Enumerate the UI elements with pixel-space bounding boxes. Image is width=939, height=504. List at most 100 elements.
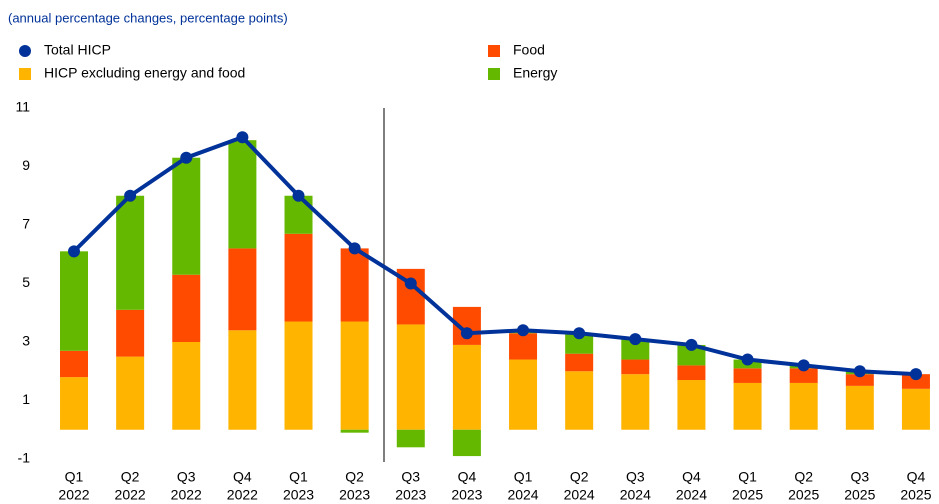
bar: [733, 368, 762, 383]
bar: [228, 140, 257, 249]
legend-swatch: [488, 45, 500, 57]
line-marker: [404, 277, 417, 290]
legend-label: Total HICP: [44, 42, 111, 58]
x-tick-label: Q2: [794, 469, 813, 485]
x-tick-label: Q1: [514, 469, 533, 485]
bar: [60, 251, 88, 351]
x-tick-label: 2023: [283, 487, 314, 503]
bar: [621, 359, 650, 375]
bar: [60, 377, 88, 430]
y-tick-label: 1: [22, 391, 30, 407]
bar: [621, 339, 650, 360]
bar: [845, 385, 874, 430]
bar: [172, 342, 201, 430]
x-tick-label: 2025: [844, 487, 875, 503]
x-tick-label: 2024: [507, 487, 538, 503]
bar: [340, 248, 369, 322]
bar: [60, 350, 88, 378]
bar: [172, 274, 201, 342]
bar: [284, 321, 313, 430]
x-tick-label: Q1: [65, 469, 84, 485]
line-marker: [180, 151, 193, 164]
x-tick-label: Q2: [570, 469, 589, 485]
bar: [733, 382, 762, 430]
legend-label: HICP excluding energy and food: [44, 65, 245, 81]
bar: [340, 429, 369, 433]
x-tick-label: 2022: [115, 487, 146, 503]
bar: [509, 359, 538, 430]
line-marker: [236, 131, 249, 144]
chart-subtitle: (annual percentage changes, percentage p…: [8, 10, 288, 25]
x-tick-label: Q3: [850, 469, 869, 485]
bar: [116, 195, 145, 310]
line-marker: [460, 327, 473, 340]
bar: [565, 353, 594, 372]
line-marker: [517, 324, 530, 337]
line-marker: [685, 338, 698, 351]
x-tick-label: Q3: [177, 469, 196, 485]
bar: [565, 371, 594, 430]
bar: [228, 330, 257, 430]
x-tick-label: Q4: [458, 469, 477, 485]
bar: [677, 344, 706, 366]
legend-swatch: [488, 68, 500, 80]
bar: [228, 248, 257, 331]
x-tick-label: Q4: [233, 469, 252, 485]
x-tick-label: 2023: [395, 487, 426, 503]
x-tick-label: 2025: [788, 487, 819, 503]
x-tick-label: Q4: [907, 469, 926, 485]
line-marker: [853, 365, 866, 378]
bar: [789, 368, 818, 383]
line: [72, 134, 917, 377]
y-tick-label: 9: [22, 157, 30, 173]
x-tick-label: Q2: [345, 469, 364, 485]
x-tick-label: 2025: [900, 487, 931, 503]
bar: [452, 429, 481, 457]
y-tick-label: 11: [15, 99, 30, 115]
line-marker: [909, 368, 922, 381]
x-tick-label: 2022: [171, 487, 202, 503]
x-tick-label: Q1: [738, 469, 757, 485]
x-tick-label: 2022: [58, 487, 89, 503]
bar: [396, 324, 425, 430]
x-tick-label: Q4: [682, 469, 701, 485]
bar: [116, 309, 145, 357]
x-tick-label: 2025: [732, 487, 763, 503]
x-tick-label: Q2: [121, 469, 140, 485]
bar: [340, 321, 369, 430]
bar: [901, 374, 930, 389]
line-marker: [68, 245, 80, 258]
x-tick-label: 2024: [676, 487, 707, 503]
bar: [677, 380, 706, 430]
line-marker: [629, 333, 642, 346]
x-tick-label: Q3: [401, 469, 420, 485]
bar: [452, 344, 481, 430]
bar: [116, 356, 145, 430]
x-tick-label: Q1: [289, 469, 308, 485]
line-marker: [741, 353, 754, 366]
y-tick-label: 5: [22, 274, 30, 290]
x-tick-label: 2024: [564, 487, 595, 503]
bar: [677, 365, 706, 381]
bar: [509, 333, 538, 360]
line-marker: [348, 242, 361, 255]
y-tick-label: -1: [18, 450, 31, 466]
x-tick-label: Q3: [626, 469, 645, 485]
x-tick-label: 2023: [339, 487, 370, 503]
bar: [396, 429, 425, 448]
legend-swatch: [19, 68, 31, 80]
line-marker: [292, 189, 305, 202]
legend-label: Energy: [513, 65, 557, 81]
x-tick-label: 2023: [451, 487, 482, 503]
bar: [845, 374, 874, 386]
bar: [172, 157, 201, 275]
x-tick-label: 2022: [227, 487, 258, 503]
bar: [284, 233, 313, 322]
bar: [901, 388, 930, 430]
legend-marker: [19, 45, 31, 57]
bar: [789, 382, 818, 430]
bar: [565, 333, 594, 354]
y-tick-label: 3: [22, 333, 30, 349]
x-tick-label: 2024: [620, 487, 651, 503]
